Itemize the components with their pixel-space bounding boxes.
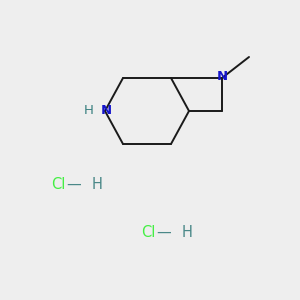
Text: —: — [66,176,81,191]
Text: H: H [84,104,93,118]
Text: H: H [92,177,102,192]
Text: Cl: Cl [51,177,65,192]
Text: Cl: Cl [141,225,155,240]
Text: —: — [156,224,171,239]
Text: H: H [182,225,192,240]
Text: N: N [216,70,228,83]
Text: N: N [101,104,112,118]
